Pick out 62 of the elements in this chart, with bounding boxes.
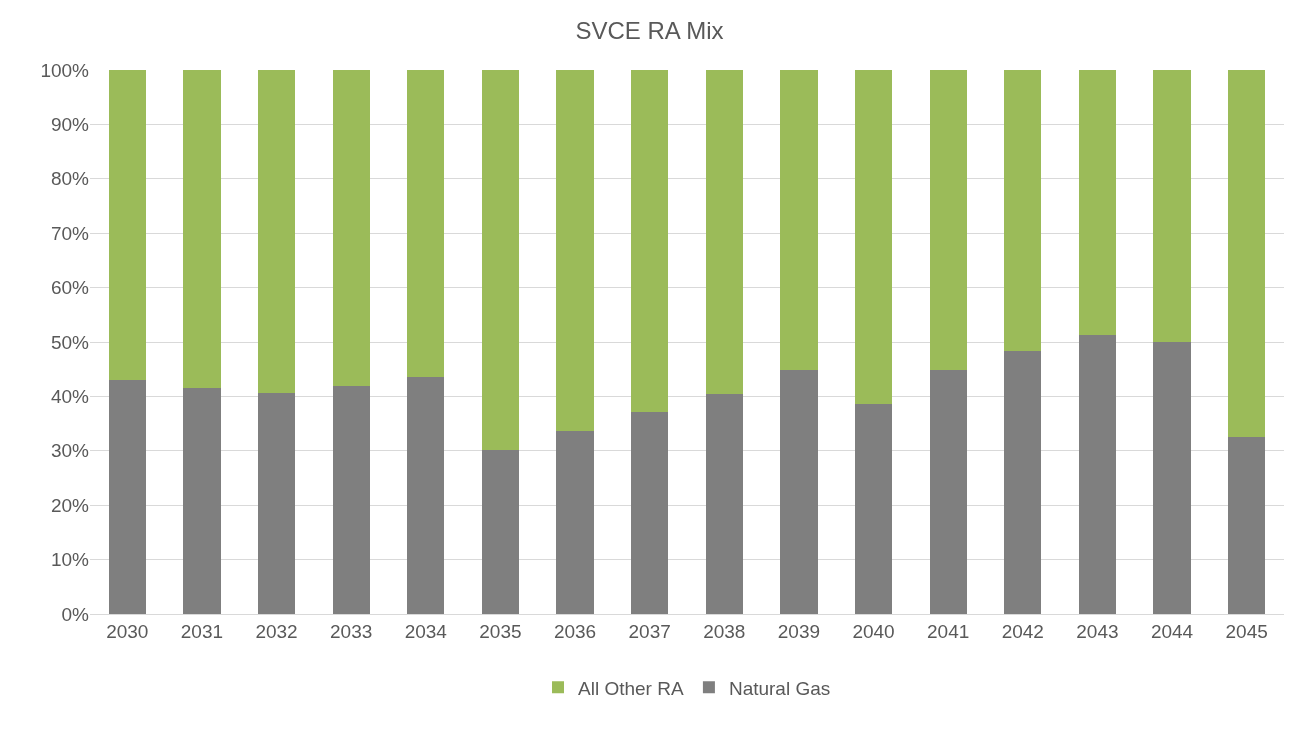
x-tick-label: 2031 bbox=[180, 620, 224, 642]
y-tick-label: 90% bbox=[50, 114, 90, 136]
x-tick-label: 2032 bbox=[255, 620, 298, 642]
bar bbox=[332, 386, 370, 614]
bar bbox=[183, 388, 221, 614]
bar bbox=[854, 404, 893, 614]
bar bbox=[705, 70, 743, 395]
x-tick-label: 2036 bbox=[553, 620, 597, 642]
bar bbox=[556, 70, 594, 432]
x-tick-label: 2033 bbox=[330, 620, 373, 642]
x-tick-label: 2030 bbox=[106, 620, 149, 642]
bar bbox=[481, 70, 520, 451]
x-tick-label: 2037 bbox=[628, 620, 671, 642]
bar bbox=[929, 369, 967, 614]
bar bbox=[631, 70, 669, 413]
bar bbox=[1004, 70, 1042, 352]
bar bbox=[854, 70, 893, 405]
x-tick-label: 2043 bbox=[1076, 620, 1119, 642]
legend-label: Natural Gas bbox=[728, 677, 831, 699]
y-tick-label: 10% bbox=[50, 549, 90, 571]
bar bbox=[108, 70, 146, 381]
chart-title: SVCE RA Mix bbox=[575, 16, 724, 44]
x-tick-label: 2042 bbox=[1001, 620, 1044, 642]
x-tick-label: 2035 bbox=[479, 620, 522, 642]
x-tick-label: 2045 bbox=[1225, 620, 1268, 642]
bar bbox=[257, 393, 296, 614]
bar bbox=[929, 70, 967, 370]
x-tick-label: 2041 bbox=[927, 620, 970, 642]
y-tick-label: 100% bbox=[40, 59, 90, 81]
bar bbox=[556, 431, 594, 614]
bar bbox=[1004, 351, 1042, 614]
legend-label: All Other RA bbox=[578, 677, 684, 699]
bar bbox=[780, 369, 818, 614]
x-tick-label: 2038 bbox=[703, 620, 746, 642]
bar bbox=[183, 70, 221, 389]
bar bbox=[332, 70, 370, 387]
bar bbox=[257, 70, 296, 394]
y-tick-label: 80% bbox=[50, 168, 90, 190]
bar bbox=[705, 394, 743, 614]
bar bbox=[407, 70, 445, 377]
y-tick-label: 0% bbox=[61, 603, 90, 625]
bar bbox=[1078, 70, 1117, 335]
x-tick-label: 2040 bbox=[852, 620, 895, 642]
x-tick-label: 2044 bbox=[1150, 620, 1194, 642]
bar bbox=[780, 70, 818, 370]
y-tick-label: 30% bbox=[50, 440, 90, 462]
y-tick-label: 60% bbox=[50, 277, 90, 299]
y-tick-label: 50% bbox=[50, 331, 90, 353]
y-tick-label: 70% bbox=[50, 222, 90, 244]
bar bbox=[1153, 70, 1191, 342]
x-tick-label: 2039 bbox=[777, 620, 821, 642]
bar bbox=[1153, 342, 1191, 614]
y-tick-label: 20% bbox=[50, 494, 90, 516]
bar bbox=[1228, 437, 1266, 614]
x-tick-label: 2034 bbox=[404, 620, 448, 642]
y-tick-label: 40% bbox=[50, 386, 90, 408]
bar bbox=[407, 376, 445, 614]
bar bbox=[108, 380, 146, 614]
bar bbox=[631, 412, 669, 614]
bar bbox=[1228, 70, 1266, 438]
bar bbox=[481, 450, 520, 614]
bar bbox=[1078, 334, 1117, 614]
